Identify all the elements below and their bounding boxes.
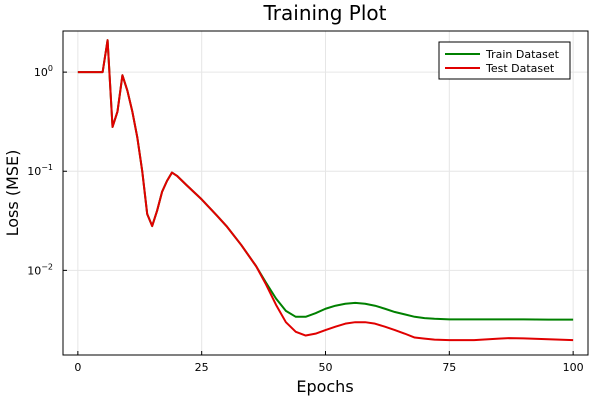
grid	[63, 31, 588, 355]
y-axis-ticks: 10−2 10−1 100	[27, 64, 67, 277]
x-axis-ticks: 0 25 50 75 100	[74, 351, 584, 374]
y-tick-label: 10−2	[27, 262, 53, 277]
y-axis-label: Loss (MSE)	[3, 150, 22, 237]
legend-box	[438, 41, 571, 80]
y-tick-label: 100	[34, 64, 53, 79]
x-axis-label: Epochs	[296, 377, 353, 396]
series-group	[77, 39, 574, 342]
legend-test-label: Test Dataset	[485, 62, 555, 75]
x-tick-label: 100	[563, 361, 584, 374]
chart-title: Training Plot	[263, 1, 387, 25]
x-tick-label: 50	[319, 361, 333, 374]
x-tick-label: 25	[195, 361, 209, 374]
y-tick-label: 10−1	[27, 163, 53, 178]
series-line-test	[77, 39, 574, 342]
x-tick-label: 75	[442, 361, 456, 374]
legend-train-label: Train Dataset	[485, 48, 560, 61]
x-tick-label: 0	[74, 361, 81, 374]
legend: Train Dataset Test Dataset	[438, 41, 571, 80]
